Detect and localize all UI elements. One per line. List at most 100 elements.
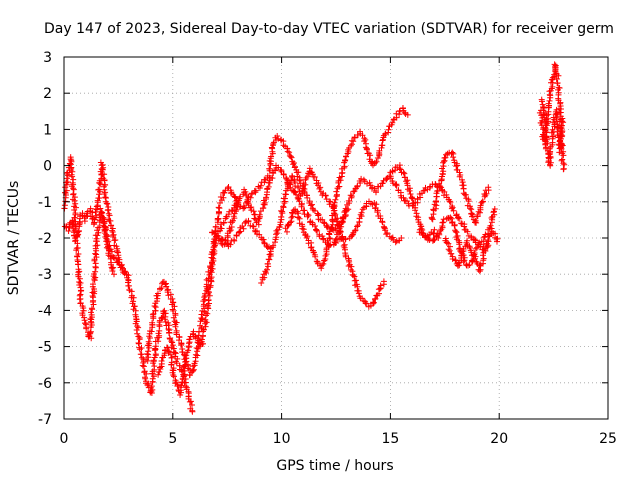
data-point [274, 133, 281, 139]
data-point [550, 119, 556, 126]
data-point [71, 197, 78, 204]
data-point [219, 236, 226, 243]
data-point [442, 154, 449, 161]
data-point [354, 222, 361, 229]
data-point [150, 310, 157, 317]
data-point [256, 231, 263, 238]
data-point [110, 264, 117, 271]
data-point [245, 218, 252, 225]
data-point [372, 296, 378, 303]
data-point [140, 363, 147, 370]
data-point [557, 130, 564, 137]
data-point [239, 223, 246, 230]
data-point [93, 203, 100, 210]
data-point [542, 129, 548, 136]
data-point [373, 187, 379, 194]
data-point [167, 351, 174, 358]
data-point [319, 262, 326, 269]
data-point [482, 231, 489, 238]
data-point [382, 130, 389, 137]
data-point [113, 255, 119, 262]
data-point [101, 171, 108, 178]
data-point [556, 149, 563, 156]
data-point [185, 347, 192, 354]
data-point [468, 249, 475, 256]
data-point [69, 221, 76, 228]
data-point [363, 300, 370, 307]
data-point [560, 119, 567, 126]
data-point [77, 300, 84, 306]
data-point [266, 256, 273, 263]
data-point [398, 235, 405, 241]
data-point [299, 225, 306, 232]
x-tick-label: 10 [273, 431, 291, 447]
x-tick-label: 25 [599, 431, 617, 447]
data-point [280, 203, 287, 210]
data-point [389, 168, 396, 174]
data-point [92, 250, 99, 257]
data-point [392, 239, 399, 246]
data-point [244, 196, 251, 203]
data-point [484, 237, 491, 243]
data-point [155, 371, 162, 378]
data-point [359, 132, 366, 139]
data-point [83, 325, 90, 332]
data-point [345, 206, 352, 213]
data-point [144, 382, 151, 388]
data-point [100, 214, 106, 221]
data-point [171, 303, 178, 310]
data-point [295, 184, 302, 191]
data-point [431, 236, 438, 243]
data-point [181, 367, 188, 374]
data-point [257, 182, 264, 189]
data-point [559, 156, 566, 163]
data-point [288, 177, 294, 184]
data-point [367, 152, 374, 159]
data-point [114, 249, 121, 256]
data-point [161, 316, 168, 323]
data-point [543, 122, 550, 128]
data-point [471, 236, 478, 243]
data-point [559, 115, 566, 122]
data-point [418, 229, 425, 236]
data-point [549, 74, 556, 81]
data-point [288, 154, 295, 161]
data-point [164, 344, 171, 351]
data-point [406, 187, 413, 194]
data-point [216, 205, 223, 212]
data-point [135, 333, 142, 340]
data-point [408, 195, 415, 202]
data-point [215, 204, 222, 211]
data-point [119, 264, 125, 271]
data-point [326, 201, 333, 208]
data-point [552, 70, 559, 77]
data-point [440, 168, 447, 175]
data-point [255, 221, 262, 228]
data-point [104, 200, 111, 207]
data-point [312, 253, 319, 260]
data-point [263, 194, 270, 201]
data-point [258, 280, 265, 286]
data-point [278, 207, 285, 214]
data-point [348, 193, 355, 200]
data-point [311, 174, 318, 180]
data-point [332, 237, 339, 244]
y-tick-label: -3 [38, 267, 52, 283]
data-point [280, 171, 287, 178]
data-point [474, 213, 481, 220]
data-point [221, 189, 228, 196]
data-point [342, 212, 349, 219]
data-point [485, 184, 492, 191]
data-point [70, 220, 77, 227]
data-point [205, 297, 212, 304]
data-point [289, 210, 296, 217]
data-point [318, 265, 325, 272]
data-point [68, 158, 75, 165]
data-point [549, 126, 556, 133]
data-point [201, 294, 208, 301]
data-point [92, 260, 99, 267]
data-point [186, 336, 193, 343]
data-point [481, 234, 487, 241]
data-point [374, 209, 381, 216]
